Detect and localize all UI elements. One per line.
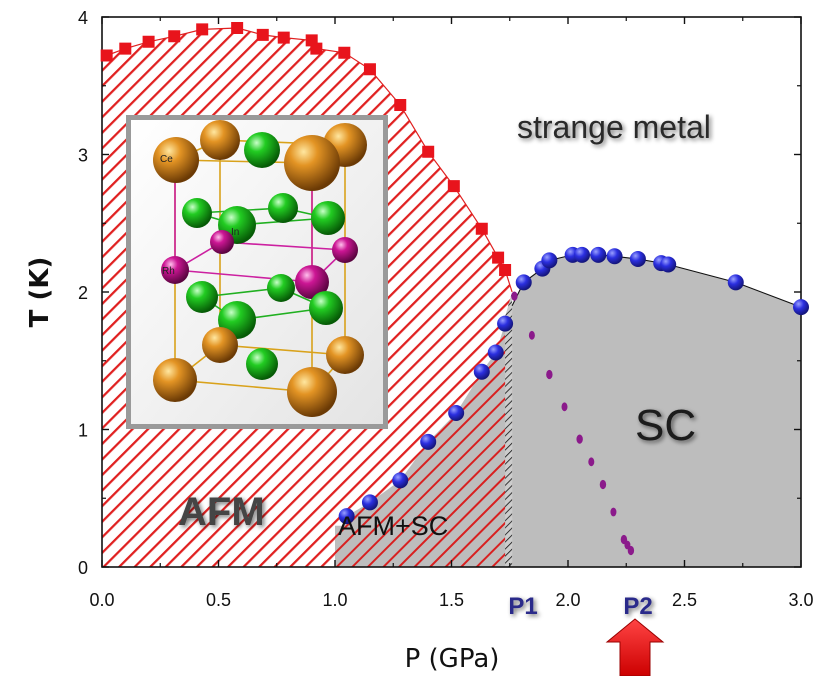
p2-arrow-icon bbox=[605, 618, 665, 676]
atom-label-ce: Ce bbox=[160, 154, 173, 165]
dotted-line-point bbox=[511, 291, 518, 301]
y-tick-label: 0 bbox=[78, 558, 88, 578]
sc-point bbox=[448, 405, 465, 421]
atoms bbox=[153, 120, 367, 417]
sc-point bbox=[487, 344, 504, 361]
dotted-line-point bbox=[576, 434, 583, 444]
sc-point bbox=[793, 299, 809, 316]
region-label-afm: AFM bbox=[178, 490, 265, 534]
sc-point bbox=[420, 433, 437, 450]
p2-label: P2 bbox=[623, 593, 652, 620]
afm-point bbox=[142, 35, 155, 48]
afm-point bbox=[447, 180, 460, 193]
p1-hatched-strip bbox=[505, 292, 513, 567]
y-tick-label: 2 bbox=[78, 283, 88, 303]
x-tick-label: 0.5 bbox=[206, 590, 231, 610]
sc-point bbox=[660, 256, 677, 273]
y-axis-title: T (K) bbox=[25, 257, 55, 328]
region-label-sc: SC bbox=[635, 401, 696, 450]
region-label-afm-sc: AFM+SC bbox=[338, 511, 448, 541]
x-tick-label: 0.0 bbox=[89, 590, 114, 610]
afm-point bbox=[363, 63, 376, 76]
afm-point bbox=[492, 251, 505, 264]
dotted-line-segment bbox=[624, 540, 631, 550]
atom-label-in: In bbox=[231, 227, 239, 238]
afm-point bbox=[394, 99, 407, 111]
afm-point bbox=[499, 264, 512, 276]
dotted-line-segment bbox=[588, 457, 595, 467]
sc-point bbox=[515, 274, 532, 291]
afm-point bbox=[119, 42, 132, 55]
sc-point bbox=[361, 494, 378, 511]
p1-label: P1 bbox=[508, 593, 537, 620]
x-tick-label: 1.5 bbox=[439, 590, 464, 610]
x-tick-label: 1.0 bbox=[322, 590, 347, 610]
axis-ticks: 0.0 0.5 1.0 1.5 2.0 2.5 3.0 0 1 2 3 4 bbox=[78, 8, 814, 610]
x-tick-label: 2.5 bbox=[672, 590, 697, 610]
afm-point bbox=[277, 31, 290, 44]
afm-point bbox=[256, 28, 269, 41]
sc-point bbox=[497, 315, 514, 332]
dotted-line-segment bbox=[561, 402, 568, 412]
region-label-strange-metal: strange metal bbox=[517, 109, 711, 145]
sc-region bbox=[512, 254, 801, 567]
afm-point bbox=[168, 30, 181, 43]
x-axis-title: P (GPa) bbox=[405, 644, 500, 674]
afm-point bbox=[231, 22, 244, 34]
dotted-line-point bbox=[599, 479, 607, 490]
x-tick-label: 3.0 bbox=[788, 590, 813, 610]
sc-point bbox=[727, 274, 744, 291]
data-marks bbox=[100, 22, 809, 556]
dotted-line-segment bbox=[528, 330, 535, 340]
sc-point bbox=[606, 248, 623, 265]
afm-point bbox=[100, 49, 113, 62]
afm-point bbox=[310, 42, 323, 55]
sc-point bbox=[573, 246, 590, 263]
afm-sc-region bbox=[335, 311, 513, 567]
sc-point bbox=[338, 508, 355, 525]
y-tick-label: 1 bbox=[78, 421, 88, 441]
dotted-line-point bbox=[546, 369, 553, 380]
atom-label-rh: Rh bbox=[162, 266, 175, 277]
x-tick-label: 2.0 bbox=[555, 590, 580, 610]
afm-point bbox=[475, 222, 488, 235]
afm-point bbox=[338, 46, 351, 59]
sc-point bbox=[629, 251, 646, 267]
y-tick-label: 4 bbox=[78, 8, 88, 28]
afm-point bbox=[196, 23, 209, 36]
sc-point bbox=[392, 472, 409, 489]
dotted-line-segment bbox=[610, 507, 617, 517]
afm-point bbox=[422, 145, 435, 158]
crystal-structure-inset: Ce In Rh bbox=[126, 115, 388, 429]
y-tick-label: 3 bbox=[78, 146, 88, 166]
sc-point bbox=[541, 252, 558, 269]
sc-point bbox=[473, 363, 490, 380]
sc-point bbox=[590, 246, 607, 263]
